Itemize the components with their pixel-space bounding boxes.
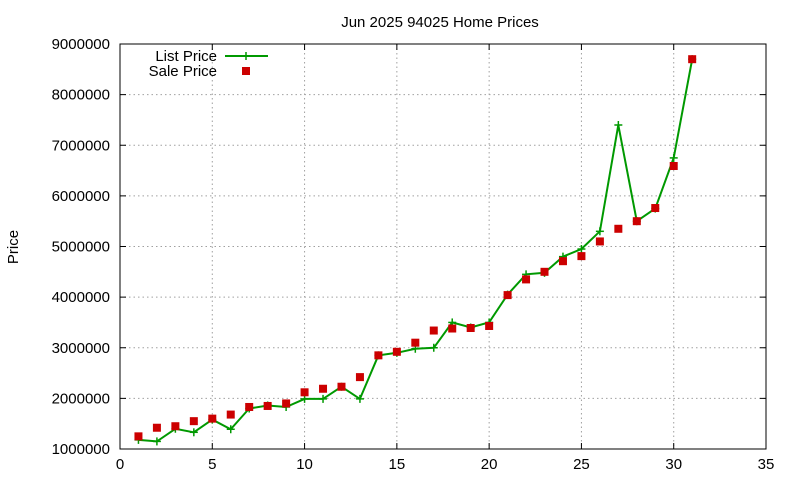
sale-price-point — [595, 237, 604, 246]
sale-price-point — [319, 384, 328, 393]
y-tick-label: 8000000 — [52, 87, 110, 104]
sale-price-point — [152, 423, 161, 432]
y-tick-label: 4000000 — [52, 289, 110, 306]
sale-price-point — [614, 224, 623, 233]
x-tick-labels: 0 5 10 15 20 25 30 35 — [116, 456, 775, 473]
sale-price-point — [411, 338, 420, 347]
x-tick-label: 20 — [481, 456, 498, 473]
y-tick-label: 7000000 — [52, 137, 110, 154]
legend-sample-sale-price — [242, 67, 250, 75]
list-price-point — [614, 121, 623, 129]
sale-price-point — [263, 401, 272, 410]
y-tick-label: 6000000 — [52, 188, 110, 205]
sale-price-point — [558, 257, 567, 266]
y-axis-label: Price — [5, 230, 22, 264]
y-tick-label: 2000000 — [52, 390, 110, 407]
legend: List Price Sale Price — [149, 48, 268, 80]
legend-plus-marker — [242, 52, 250, 60]
list-price-point — [577, 245, 586, 254]
sale-price-point — [171, 422, 180, 431]
sale-price-point — [540, 267, 549, 276]
x-tick-label: 5 — [208, 456, 216, 473]
list-price-point — [595, 227, 604, 236]
list-price-point — [355, 394, 364, 403]
sale-price-point — [355, 373, 364, 382]
sale-price-point — [374, 351, 383, 360]
list-price-point — [669, 153, 678, 162]
x-tick-label: 25 — [573, 456, 590, 473]
sale-price-point — [189, 417, 198, 426]
legend-label-sale-price: Sale Price — [149, 63, 217, 80]
list-price-point — [429, 343, 438, 352]
sale-price-point — [245, 402, 254, 411]
y-tick-label: 3000000 — [52, 340, 110, 357]
series-line-list-price — [138, 59, 694, 443]
list-price-point — [319, 394, 328, 403]
sale-price-point — [134, 432, 143, 441]
list-price-point — [152, 437, 161, 446]
chart-title: Jun 2025 94025 Home Prices — [341, 14, 539, 31]
sale-price-point — [466, 324, 475, 333]
sale-price-point — [208, 414, 217, 423]
x-tick-label: 15 — [389, 456, 406, 473]
sale-price-point — [337, 382, 346, 391]
x-tick-label: 35 — [758, 456, 775, 473]
sale-price-point — [282, 399, 291, 408]
x-tick-label: 0 — [116, 456, 124, 473]
sale-price-point — [448, 324, 457, 333]
legend-label-list-price: List Price — [155, 48, 217, 65]
list-price-point — [189, 428, 198, 437]
sale-price-point — [226, 410, 235, 419]
sale-price-point — [651, 204, 660, 213]
x-tick-label: 30 — [665, 456, 682, 473]
grid — [120, 44, 766, 449]
list-price-point — [226, 425, 235, 434]
axis-ticks — [119, 43, 767, 450]
sale-price-point — [688, 55, 697, 64]
sale-price-point — [669, 162, 678, 171]
sale-price-point — [300, 388, 309, 397]
sale-price-point — [392, 347, 401, 356]
y-tick-label: 9000000 — [52, 36, 110, 53]
y-tick-label: 1000000 — [52, 441, 110, 458]
y-tick-label: 5000000 — [52, 239, 110, 256]
sale-price-point — [632, 217, 641, 226]
legend-sample-list-price — [225, 52, 268, 60]
legend-square-marker — [242, 67, 250, 75]
sale-price-point — [503, 291, 512, 300]
y-tick-labels: 1000000 2000000 3000000 4000000 5000000 60000… — [52, 36, 110, 458]
series — [134, 55, 697, 446]
x-tick-label: 10 — [296, 456, 313, 473]
sale-price-point — [577, 252, 586, 261]
sale-price-point — [522, 275, 531, 284]
sale-price-point — [429, 326, 438, 335]
sale-price-point — [485, 321, 494, 330]
